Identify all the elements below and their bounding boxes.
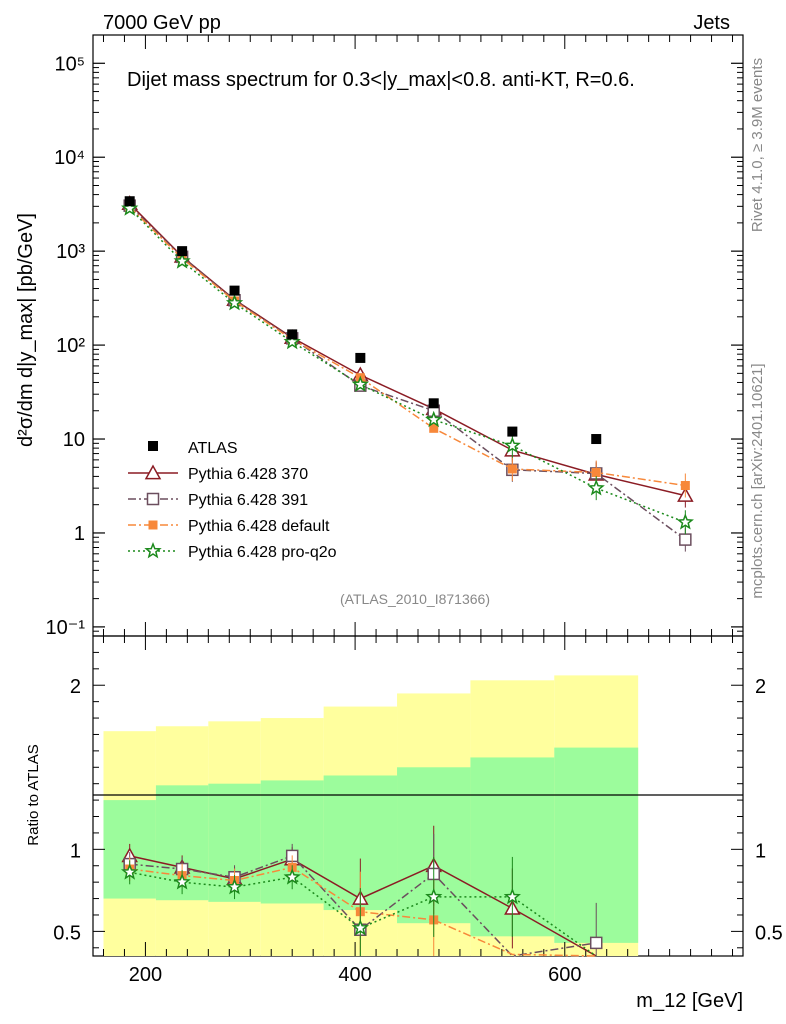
header-right: Jets [693,12,730,34]
ratio-tick-label-right: 2 [755,676,766,698]
series-marker-2 [680,481,690,491]
legend-atlas-marker [148,441,158,451]
ratio-axis-ticks: 0.5 0.5 1 1 2 2 [53,651,783,949]
y-tick-label: 10⁻¹ [46,617,86,639]
series-marker-3 [173,252,191,269]
rivet-version-label: Rivet 4.1.0, ≥ 3.9M events [749,58,766,232]
x-tick-label: 600 [548,964,581,986]
series-marker-2 [429,423,439,433]
series-marker-3 [503,436,521,453]
ratio-series [120,825,603,957]
ratio-marker-3 [120,863,139,880]
series-marker-2 [591,468,601,478]
ratio-tick-label-right: 0.5 [755,922,783,944]
legend-marker-2 [148,520,158,530]
series-marker-3 [351,375,369,392]
analysis-id: (ATLAS_2010_I871366) [340,591,490,607]
ratio-tick-label-right: 1 [755,840,766,862]
y-tick-label: 10 [63,429,85,451]
y-axis-label: d²σ/dm d|y_max| [pb/GeV] [15,213,37,447]
legend: ATLAS Pythia 6.428 370 Pythia 6.428 391 Pyt… [128,440,337,561]
mcplots-label: mcplots.cern.ch [arXiv:2401.10621] [749,363,766,598]
ratio-marker-3 [225,878,244,895]
x-axis-label: m_12 [GeV] [636,990,743,1012]
atlas-point [124,196,135,207]
ratio-marker-3 [425,887,443,905]
ratio-bands [103,675,639,956]
series-marker-3 [587,478,605,496]
legend-marker-0 [144,464,162,480]
atlas-point [428,398,439,409]
legend-label-1: Pythia 6.428 391 [188,492,308,509]
x-tick-label: 400 [338,964,371,986]
ratio-marker-3 [503,887,521,905]
atlas-point [507,426,518,437]
ratio-y-label: Ratio to ATLAS [25,744,42,845]
atlas-data-points [124,196,602,445]
series-marker-3 [121,199,139,216]
ratio-tick-label: 0.5 [53,922,81,944]
atlas-point [355,352,366,363]
x-axis-ticks: 200 400 600 [102,35,734,986]
atlas-point [591,434,602,445]
atlas-point [287,329,298,340]
y-tick-label: 10² [56,335,85,357]
series-marker-3 [676,513,694,530]
legend-label-0: Pythia 6.428 370 [188,466,308,483]
header-left: 7000 GeV pp [103,12,221,34]
series-marker-3 [225,293,244,311]
atlas-point [177,246,188,257]
ratio-marker-3 [351,918,370,936]
atlas-point [229,285,240,296]
y-tick-label: 10⁴ [54,147,85,169]
series-marker-3 [425,410,443,428]
y-tick-label: 1 [74,523,85,545]
x-tick-label: 200 [129,964,162,986]
y-tick-label: 10⁵ [54,53,85,75]
y-tick-label: 10³ [56,241,85,263]
series-marker-3 [283,332,301,350]
main-axis-ticks: 10⁻¹ 1 10 10² 10³ 10⁴ 10⁵ [46,34,743,639]
series-marker-1 [679,533,692,546]
legend-marker-1 [146,492,160,506]
chart-title: Dijet mass spectrum for 0.3<|y_max|<0.8.… [127,69,635,91]
series-marker-2 [507,464,517,474]
ratio-line-2 [129,866,597,957]
legend-atlas-label: ATLAS [188,440,238,457]
legend-marker-3 [144,541,162,559]
ratio-marker-1 [589,936,603,950]
ratio-marker-3 [173,873,191,890]
ratio-marker-3 [283,868,301,885]
legend-label-3: Pythia 6.428 pro-q2o [188,544,337,561]
ratio-tick-label: 1 [70,840,81,862]
ratio-tick-label: 2 [70,676,81,698]
ratio-line-1 [129,855,597,957]
ratio-line-0 [129,855,597,957]
legend-label-2: Pythia 6.428 default [188,518,330,535]
